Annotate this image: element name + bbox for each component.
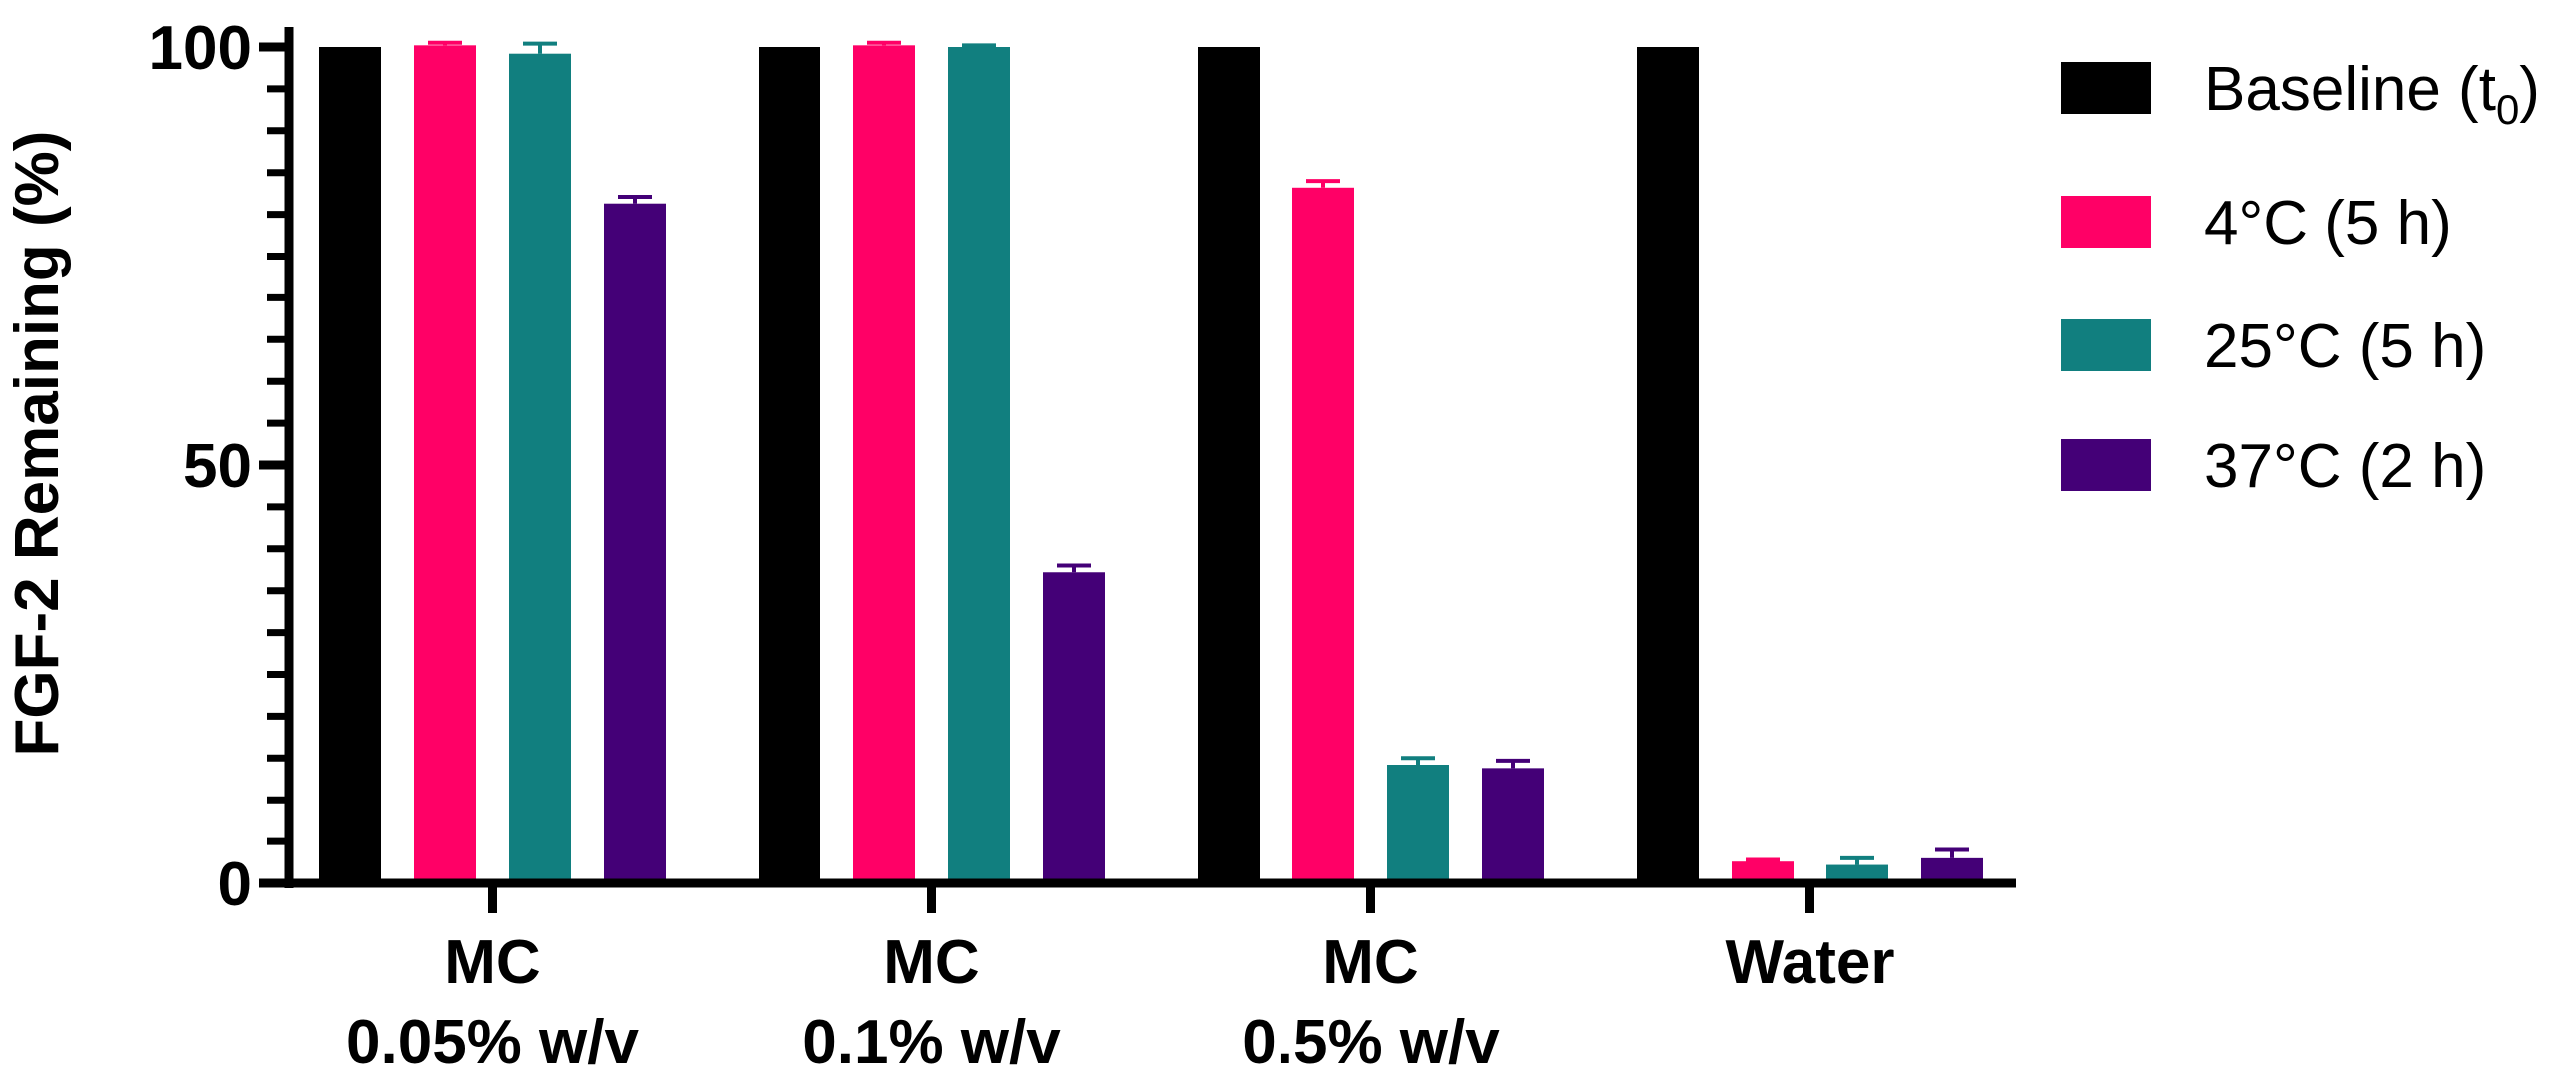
bar [1043, 572, 1105, 883]
legend-label-main: 4°C (5 h) [2204, 189, 2452, 258]
bar [1637, 47, 1699, 883]
y-tick-label: 50 [183, 432, 252, 501]
bar [414, 45, 476, 884]
legend-swatch [2061, 196, 2151, 248]
bar [759, 47, 820, 883]
x-tick-label-line2: 0.1% w/v [802, 1008, 1061, 1077]
axes-group [259, 27, 2016, 913]
bar [1387, 765, 1449, 883]
y-tick-label: 100 [149, 14, 252, 83]
x-tick-label: Water [1726, 928, 1895, 997]
bar [1292, 187, 1354, 883]
x-tick-label: MC [883, 928, 979, 997]
x-tick-label-line2: 0.5% w/v [1242, 1008, 1500, 1077]
legend: Baseline (t0) 4°C (5 h) 25°C (5 h) 37°C (2 … [2061, 55, 2540, 501]
legend-swatch [2061, 319, 2151, 371]
y-axis-title: FGF-2 Remaining (%) [3, 131, 72, 757]
bars-group [319, 40, 1983, 884]
y-tick-labels: 0 50 100 [149, 14, 252, 919]
legend-swatch [2061, 62, 2151, 114]
bar [1826, 864, 1888, 883]
x-tick-labels: MC 0.05% w/v MC 0.1% w/v MC 0.5% w/v Water [346, 928, 1894, 1077]
legend-label: 25°C (5 h) [2204, 312, 2486, 381]
y-tick-label: 0 [218, 850, 252, 919]
legend-label-subscript: 0 [2496, 86, 2519, 133]
legend-label: Baseline (t0) [2204, 55, 2540, 133]
bar [1482, 768, 1544, 883]
x-tick-label: MC [1322, 928, 1418, 997]
legend-label: 4°C (5 h) [2204, 189, 2452, 258]
legend-label: 37°C (2 h) [2204, 432, 2486, 501]
legend-label-main: 25°C (5 h) [2204, 312, 2486, 381]
legend-label-main: Baseline (t [2204, 55, 2496, 124]
x-tick-label-line2: 0.05% w/v [346, 1008, 639, 1077]
legend-swatch [2061, 439, 2151, 491]
x-tick-label: MC [444, 928, 540, 997]
bar [1198, 47, 1260, 883]
bar [1732, 861, 1794, 883]
legend-label-end: ) [2519, 55, 2540, 124]
bar [948, 47, 1010, 883]
bar [319, 47, 381, 883]
legend-label-main: 37°C (2 h) [2204, 432, 2486, 501]
bar [509, 53, 571, 884]
bar [604, 203, 666, 883]
bar [853, 45, 915, 884]
